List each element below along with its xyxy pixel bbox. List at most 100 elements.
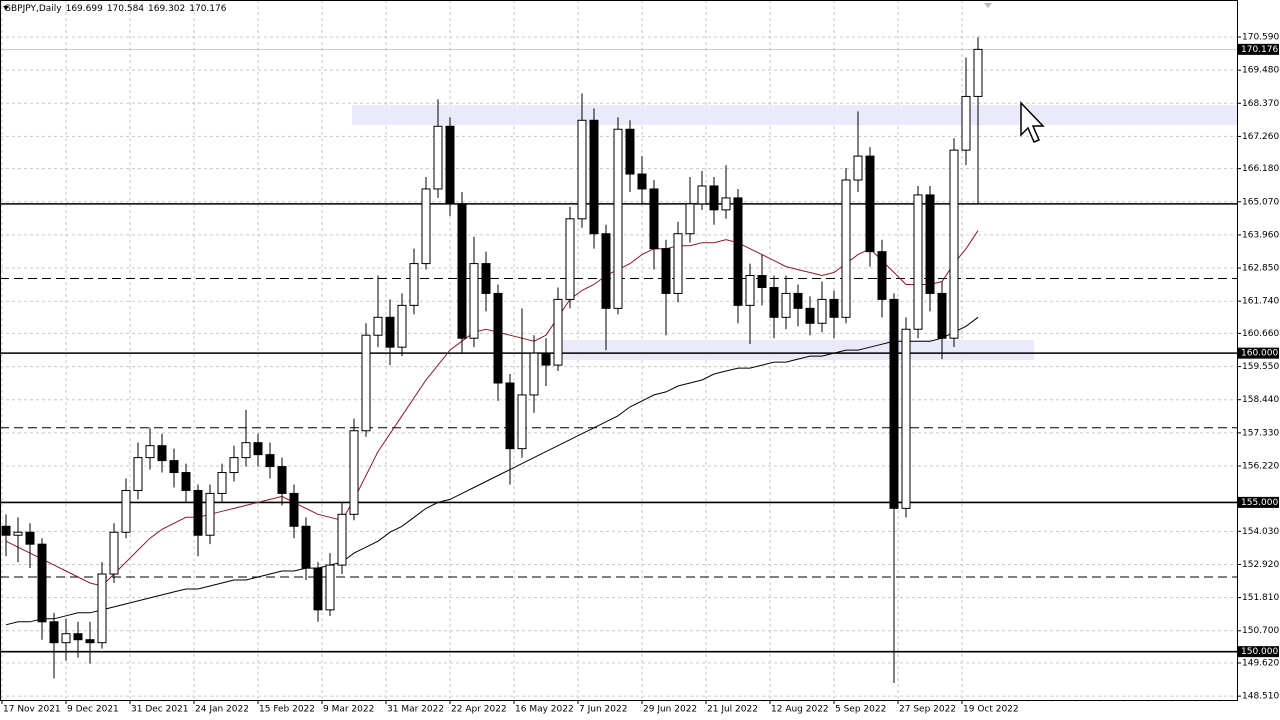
level-label-box: [1238, 496, 1279, 508]
candle-body: [841, 179, 851, 318]
candle-body: [649, 188, 659, 250]
level-label-box: [1238, 347, 1279, 359]
candle-body: [829, 298, 839, 318]
x-tick-label: 17 Nov 2021: [3, 705, 61, 715]
candle-body: [61, 633, 71, 644]
x-tick-label: 16 May 2022: [515, 705, 574, 715]
x-tick-label: 5 Sep 2022: [835, 705, 886, 715]
candle-body: [13, 531, 23, 536]
x-tick-label: 24 Jan 2022: [195, 705, 249, 715]
candle-body: [457, 203, 467, 339]
candle-body: [109, 531, 119, 575]
header: GBPJPY,Daily 169.699 170.584 169.302 170.176: [4, 4, 230, 14]
candle-body: [121, 489, 131, 533]
candle-body: [397, 304, 407, 348]
candle-body: [385, 316, 395, 348]
quote-open: 169.699: [65, 4, 103, 14]
candle-body: [97, 573, 107, 644]
y-tick-label: 170.590: [1242, 33, 1279, 43]
quote-close: 170.176: [189, 4, 227, 14]
candle-body: [889, 298, 899, 509]
candle-body: [961, 95, 971, 151]
mouse-cursor: [1020, 101, 1045, 143]
candle-body: [937, 292, 947, 339]
candle-body: [517, 394, 527, 450]
plot-border: [0, 0, 1238, 701]
candle-body: [25, 531, 35, 545]
candle-body: [769, 286, 779, 318]
x-tick-label: 31 Dec 2021: [131, 705, 189, 715]
y-tick-label: 152.920: [1242, 560, 1279, 570]
candle-body: [757, 275, 767, 288]
candle-body: [229, 457, 239, 474]
shift-marker: [984, 3, 992, 8]
x-tick-label: 9 Dec 2021: [67, 705, 119, 715]
level-label: 150.000: [1241, 647, 1278, 657]
y-tick-label: 165.070: [1242, 197, 1279, 207]
y-tick-label: 167.260: [1242, 132, 1279, 142]
y-tick-label: 161.740: [1242, 297, 1279, 307]
candle-body: [325, 564, 335, 611]
x-tick-label: 22 Apr 2022: [451, 705, 507, 715]
candle-body: [709, 185, 719, 211]
candle-body: [577, 119, 587, 220]
candle-body: [469, 263, 479, 339]
candle-body: [49, 621, 59, 644]
candle-body: [1, 525, 11, 536]
level-label-box: [1238, 646, 1279, 658]
current-price-box: [1238, 43, 1279, 55]
symbol-title: GBPJPY,Daily: [4, 4, 62, 14]
y-tick-label: 158.440: [1242, 395, 1279, 405]
y-tick-label: 149.620: [1242, 658, 1279, 668]
candle-body: [697, 185, 707, 205]
y-tick-label: 157.330: [1242, 428, 1279, 438]
candle-body: [193, 489, 203, 536]
candle-body: [793, 292, 803, 309]
candle-body: [133, 457, 143, 491]
candle-body: [625, 128, 635, 175]
quote-high: 170.584: [106, 4, 145, 14]
y-tick-label: 166.180: [1242, 164, 1279, 174]
x-tick-label: 21 Jul 2022: [707, 705, 758, 715]
level-label: 160.000: [1241, 349, 1278, 359]
candle-body: [481, 263, 491, 294]
candle-body: [265, 454, 275, 468]
candle-body: [529, 352, 539, 396]
candle-body: [913, 194, 923, 330]
candle-body: [145, 445, 155, 459]
candle-body: [217, 472, 227, 494]
moving-average: [5, 316, 979, 626]
candle-body: [85, 639, 95, 644]
y-tick-label: 168.370: [1242, 99, 1279, 109]
x-tick-label: 9 Mar 2022: [323, 705, 374, 715]
candle-body: [421, 188, 431, 265]
candle-body: [601, 233, 611, 309]
y-tick-label: 169.480: [1242, 66, 1279, 76]
candle-body: [277, 466, 287, 494]
candle-body: [73, 633, 83, 641]
moving-average: [5, 230, 979, 587]
candle-body: [853, 155, 863, 181]
y-tick-label: 159.550: [1242, 362, 1279, 372]
candle-body: [877, 251, 887, 300]
candle-body: [661, 248, 671, 294]
candle-body: [745, 275, 755, 306]
candle-body: [733, 197, 743, 306]
candle-body: [685, 203, 695, 235]
candle-body: [673, 233, 683, 294]
candle-body: [349, 430, 359, 515]
candle-body: [805, 307, 815, 324]
candle-body: [541, 352, 551, 366]
candle-body: [589, 119, 599, 235]
candle-body: [553, 298, 563, 366]
candle-body: [241, 442, 251, 459]
quote-low: 169.302: [148, 4, 186, 14]
candle-body: [925, 194, 935, 294]
x-tick-label: 27 Sep 2022: [899, 705, 956, 715]
candle-body: [409, 263, 419, 306]
y-tick-label: 156.220: [1242, 461, 1279, 471]
candle-body: [493, 292, 503, 384]
candle-body: [949, 149, 959, 339]
candle-body: [781, 292, 791, 318]
x-tick-label: 7 Jun 2022: [579, 705, 627, 715]
